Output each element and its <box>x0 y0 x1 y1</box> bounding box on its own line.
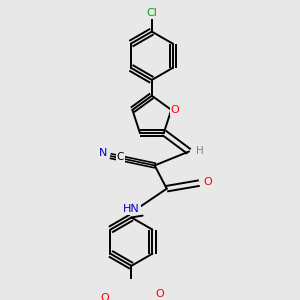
Text: C: C <box>117 152 124 162</box>
Text: O: O <box>156 289 165 299</box>
Text: O: O <box>203 177 212 187</box>
Text: H: H <box>196 146 204 157</box>
Text: N: N <box>99 148 108 158</box>
Text: O: O <box>100 293 109 300</box>
Text: O: O <box>171 105 179 115</box>
Text: HN: HN <box>123 204 140 214</box>
Text: Cl: Cl <box>146 8 157 18</box>
